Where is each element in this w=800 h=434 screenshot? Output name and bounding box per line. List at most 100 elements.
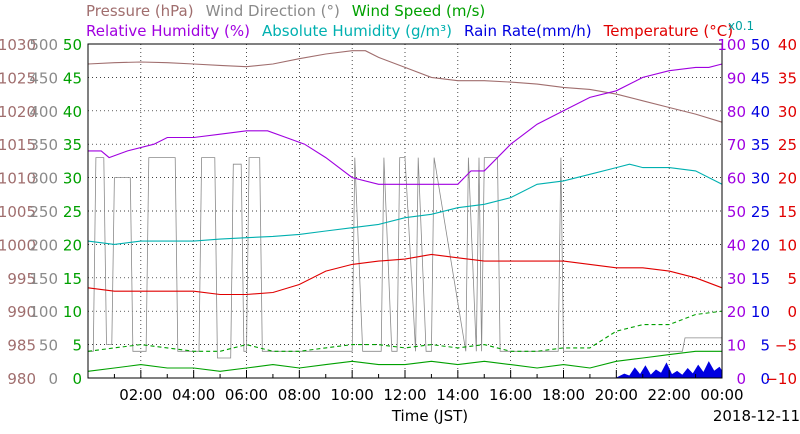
left-tick-label-pressure-hpa: 1030 — [0, 36, 36, 54]
legend-rain-rate-mm-h: Rain Rate(mm/h) — [464, 22, 592, 40]
x-tick-label: 18:00 — [542, 386, 585, 404]
right-tick-label-absolute-humidity-g-m: 10 — [751, 303, 770, 321]
x-axis: 02:00 04:00 06:00 08:00 10:00 12:00 14:00 16:00… — [113, 370, 744, 404]
x-tick-label: 14:00 — [436, 386, 479, 404]
right-tick-label-temperature-c: −10 — [765, 370, 797, 388]
left-tick-label-pressure-hpa: 1025 — [0, 69, 36, 87]
left-tick-label-pressure-hpa: 985 — [7, 337, 36, 355]
legend-temperature-c: Temperature (°C) — [603, 22, 733, 40]
grid — [88, 44, 722, 378]
left-tick-label-wind-direction: 400 — [29, 103, 58, 121]
legend-pressure-hpa: Pressure (hPa) — [86, 2, 194, 20]
right-tick-label-absolute-humidity-g-m: 35 — [751, 136, 770, 154]
left-tick-label-wind-direction: 100 — [29, 303, 58, 321]
x-tick-label: 04:00 — [172, 386, 215, 404]
left-tick-label-wind-direction: 50 — [39, 337, 58, 355]
left-tick-label-pressure-hpa: 1000 — [0, 236, 36, 254]
right-tick-label-temperature-c: 10 — [778, 236, 797, 254]
left-tick-label-wind-direction: 450 — [29, 69, 58, 87]
left-tick-label-pressure-hpa: 995 — [7, 270, 36, 288]
left-tick-label-wind-direction: 0 — [48, 370, 58, 388]
right-tick-label-temperature-c: 15 — [778, 203, 797, 221]
left-tick-label-wind-speed-m-s: 0 — [72, 370, 82, 388]
left-tick-label-wind-speed-m-s: 25 — [63, 203, 82, 221]
legend-absolute-humidity-g-m: Absolute Humidity (g/m³) — [262, 22, 452, 40]
series-relative-humidity — [88, 63, 723, 185]
right-tick-label-temperature-c: 30 — [778, 103, 797, 121]
right-tick-label-temperature-c: 0 — [787, 303, 797, 321]
right-axes: 0102030405060708090100051015202530354045… — [717, 36, 797, 388]
right-tick-label-relative-humidity: 30 — [727, 270, 746, 288]
right-tick-label-relative-humidity: 100 — [717, 36, 746, 54]
right-tick-label-absolute-humidity-g-m: 5 — [760, 337, 770, 355]
right-tick-label-relative-humidity: 40 — [727, 236, 746, 254]
x-tick-label: 10:00 — [331, 386, 374, 404]
left-tick-label-wind-direction: 200 — [29, 236, 58, 254]
right-tick-label-absolute-humidity-g-m: 50 — [751, 36, 770, 54]
date-label: 2018-12-11 — [713, 407, 800, 425]
right-tick-label-temperature-c: 40 — [778, 36, 797, 54]
left-tick-label-wind-speed-m-s: 30 — [63, 170, 82, 188]
left-tick-label-wind-speed-m-s: 10 — [63, 303, 82, 321]
right-tick-label-absolute-humidity-g-m: 45 — [751, 69, 770, 87]
right-tick-label-absolute-humidity-g-m: 25 — [751, 203, 770, 221]
right-tick-label-temperature-c: 35 — [778, 69, 797, 87]
right-tick-label-relative-humidity: 70 — [727, 136, 746, 154]
left-tick-label-wind-speed-m-s: 5 — [72, 337, 82, 355]
left-tick-label-wind-direction: 250 — [29, 203, 58, 221]
x-tick-label: 16:00 — [489, 386, 532, 404]
x-tick-label: 02:00 — [119, 386, 162, 404]
left-tick-label-wind-speed-m-s: 20 — [63, 236, 82, 254]
left-tick-label-wind-speed-m-s: 35 — [63, 136, 82, 154]
x-axis-label: Time (JST) — [391, 407, 468, 425]
series-wind-direction — [88, 157, 722, 359]
left-tick-label-pressure-hpa: 980 — [7, 370, 36, 388]
legend-wind-speed-m-s: Wind Speed (m/s) — [352, 2, 485, 20]
right-tick-label-relative-humidity: 10 — [727, 337, 746, 355]
right-tick-label-relative-humidity: 80 — [727, 103, 746, 121]
right-tick-label-absolute-humidity-g-m: 40 — [751, 103, 770, 121]
series-rain-rate-mm-h — [88, 361, 723, 379]
x-tick-label: 20:00 — [595, 386, 638, 404]
x-tick-label: 06:00 — [225, 386, 268, 404]
right-tick-label-relative-humidity: 20 — [727, 303, 746, 321]
x-tick-label: 22:00 — [648, 386, 691, 404]
legend-relative-humidity: Relative Humidity (%) — [86, 22, 250, 40]
left-tick-label-pressure-hpa: 1015 — [0, 136, 36, 154]
left-tick-label-pressure-hpa: 1010 — [0, 170, 36, 188]
left-tick-label-wind-direction: 500 — [29, 36, 58, 54]
left-tick-label-wind-speed-m-s: 45 — [63, 69, 82, 87]
left-tick-label-wind-direction: 300 — [29, 170, 58, 188]
x-tick-label: 00:00 — [700, 386, 743, 404]
left-tick-label-wind-direction: 350 — [29, 136, 58, 154]
right-tick-label-absolute-humidity-g-m: 20 — [751, 236, 770, 254]
series-temperature-c — [87, 253, 723, 296]
series-wind-gust-m-s — [87, 310, 723, 352]
right-tick-label-relative-humidity: 0 — [736, 370, 746, 388]
rain-scale-note: x0.1 — [728, 19, 754, 33]
series-group — [87, 50, 723, 379]
left-tick-label-pressure-hpa: 1020 — [0, 103, 36, 121]
right-tick-label-temperature-c: −5 — [775, 337, 797, 355]
right-tick-label-temperature-c: 20 — [778, 170, 797, 188]
legend-wind-direction: Wind Direction (°) — [206, 2, 340, 20]
left-tick-label-wind-speed-m-s: 40 — [63, 103, 82, 121]
right-tick-label-temperature-c: 25 — [778, 136, 797, 154]
right-tick-label-relative-humidity: 60 — [727, 170, 746, 188]
left-tick-label-wind-speed-m-s: 15 — [63, 270, 82, 288]
left-tick-label-pressure-hpa: 1005 — [0, 203, 36, 221]
series-wind-speed-m-s — [87, 350, 722, 372]
right-tick-label-absolute-humidity-g-m: 30 — [751, 170, 770, 188]
series-absolute-humidity-g-m — [87, 163, 723, 245]
x-tick-label: 12:00 — [383, 386, 426, 404]
left-axes: 9809859909951000100510101015102010251030… — [0, 36, 82, 388]
series-pressure-hpa — [87, 50, 723, 123]
legend: Pressure (hPa) Wind Direction (°) Wind Spe… — [86, 2, 754, 40]
right-tick-label-relative-humidity: 50 — [727, 203, 746, 221]
right-tick-label-absolute-humidity-g-m: 15 — [751, 270, 770, 288]
right-tick-label-absolute-humidity-g-m: 0 — [760, 370, 770, 388]
left-tick-label-wind-direction: 150 — [29, 270, 58, 288]
left-tick-label-wind-speed-m-s: 50 — [63, 36, 82, 54]
left-tick-label-pressure-hpa: 990 — [7, 303, 36, 321]
